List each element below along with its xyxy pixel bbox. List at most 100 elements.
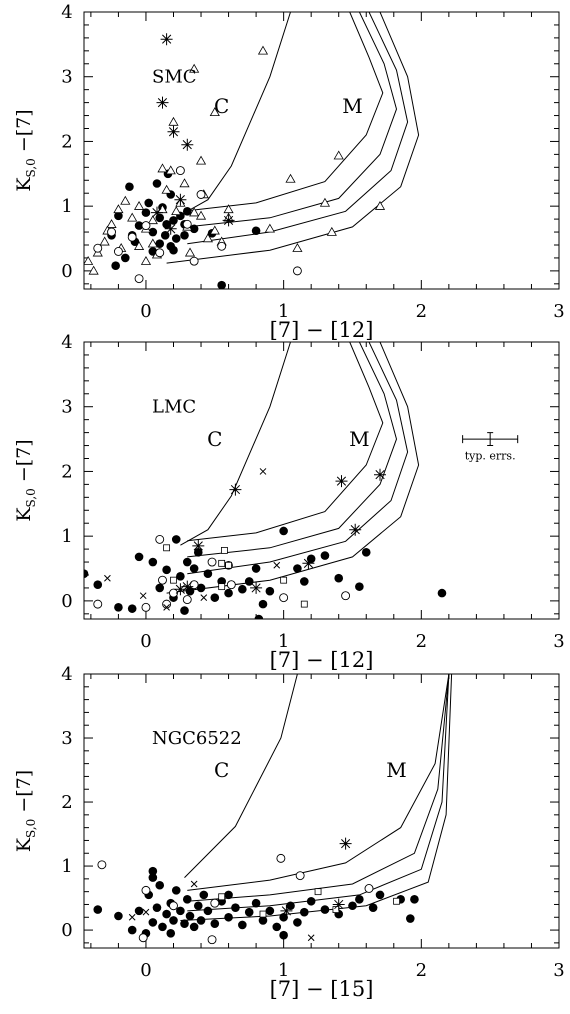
data-point-dot (189, 224, 199, 234)
data-point-circle (182, 595, 192, 605)
data-point-dot (182, 895, 192, 904)
data-point-cross (200, 594, 208, 601)
data-point-dot (180, 919, 189, 928)
data-point-square (218, 583, 226, 591)
data-point-dot (279, 930, 288, 940)
data-point-triangle (120, 195, 131, 205)
track-annotation: C (207, 427, 222, 451)
data-point-dot (141, 208, 151, 217)
data-point-cross (259, 468, 267, 475)
plot-area (84, 342, 447, 619)
data-point-asterisk (339, 837, 352, 850)
y-tick-label: 4 (61, 332, 72, 353)
x-tick-label: 1 (278, 960, 289, 981)
data-point-dot (111, 261, 120, 271)
data-point-dot (171, 886, 181, 895)
data-point-dot (152, 903, 162, 912)
data-point-asterisk (349, 523, 362, 536)
data-point-square (218, 893, 226, 901)
data-point-circle (279, 593, 289, 603)
carbon-star-track (180, 342, 291, 546)
data-point-square (221, 546, 228, 554)
data-point-triangle (127, 212, 138, 222)
data-point-asterisk (181, 138, 194, 151)
data-point-dot (251, 898, 261, 908)
x-tick-label: 3 (553, 960, 564, 981)
data-point-dot (182, 207, 192, 216)
data-point-dot (121, 253, 130, 263)
data-point-circle (134, 274, 144, 284)
data-point-dot (169, 916, 178, 925)
data-point-asterisk (151, 206, 163, 219)
x-tick-label: 0 (140, 301, 151, 322)
data-point-square (280, 576, 288, 584)
data-point-triangle (189, 207, 200, 217)
data-point-asterisk (156, 96, 169, 109)
m-star-track (187, 12, 398, 228)
data-point-dot (203, 569, 213, 578)
x-tick-label: 3 (553, 301, 564, 322)
data-point-cross (142, 908, 150, 916)
data-point-cross (128, 913, 136, 921)
y-tick-label: 2 (61, 792, 72, 813)
data-point-dot (171, 535, 181, 544)
data-point-dot (293, 918, 302, 927)
data-point-circle (127, 232, 137, 242)
y-tick-label: 1 (61, 526, 72, 547)
y-axis-label: KS,0 −[7] (13, 439, 38, 521)
data-point-circle (207, 557, 217, 567)
data-point-circle (189, 580, 199, 590)
data-point-triangle (171, 206, 182, 216)
data-point-dot (148, 227, 158, 237)
data-point-circle (217, 241, 227, 251)
m-star-track (166, 342, 420, 594)
data-point-dot (162, 565, 171, 575)
data-point-square (300, 600, 308, 608)
data-point-dot (238, 584, 247, 594)
track-annotation: C (214, 94, 229, 118)
data-point-dot (355, 895, 364, 904)
data-point-circle (155, 248, 165, 258)
data-point-dot (185, 586, 195, 596)
data-point-dot (148, 918, 158, 927)
data-point-dot (210, 593, 220, 602)
data-point-circle (341, 591, 351, 601)
plot-area (93, 674, 453, 945)
data-point-dot (272, 922, 282, 932)
data-point-circle (182, 219, 192, 229)
data-point-dot (258, 599, 268, 609)
x-tick-label: 3 (553, 631, 564, 652)
data-point-asterisk (222, 214, 235, 227)
data-point-triangle (202, 233, 214, 243)
data-point-dot (320, 905, 330, 914)
data-point-dot (155, 213, 165, 223)
data-point-dot (84, 569, 89, 578)
track-annotation: C (214, 758, 229, 782)
x-tick-label: 1 (278, 631, 289, 652)
plot-area (84, 12, 420, 289)
y-axis-label: KS,0 −[7] (13, 109, 38, 191)
data-point-circle (207, 935, 217, 945)
data-point-dot (125, 182, 134, 192)
data-point-circle (196, 190, 206, 199)
data-point-triangle (140, 255, 152, 265)
data-point-triangle (133, 200, 145, 210)
y-tick-label: 2 (61, 131, 72, 152)
m-star-track (187, 342, 409, 575)
data-point-triangle (195, 210, 207, 220)
data-point-dot (299, 907, 309, 917)
data-point-asterisk (181, 580, 194, 593)
data-point-triangle (165, 165, 176, 175)
data-point-dot (244, 907, 254, 917)
data-point-dot (148, 557, 158, 567)
data-point-dot (155, 239, 165, 248)
region-label: NGC6522 (152, 728, 242, 749)
data-point-square (170, 576, 177, 584)
data-point-triangle (326, 226, 337, 236)
y-axis-label: KS,0 −[7] (13, 770, 38, 852)
data-point-asterisk (174, 583, 187, 596)
data-point-triangle (184, 247, 196, 257)
data-point-dot (193, 548, 203, 557)
